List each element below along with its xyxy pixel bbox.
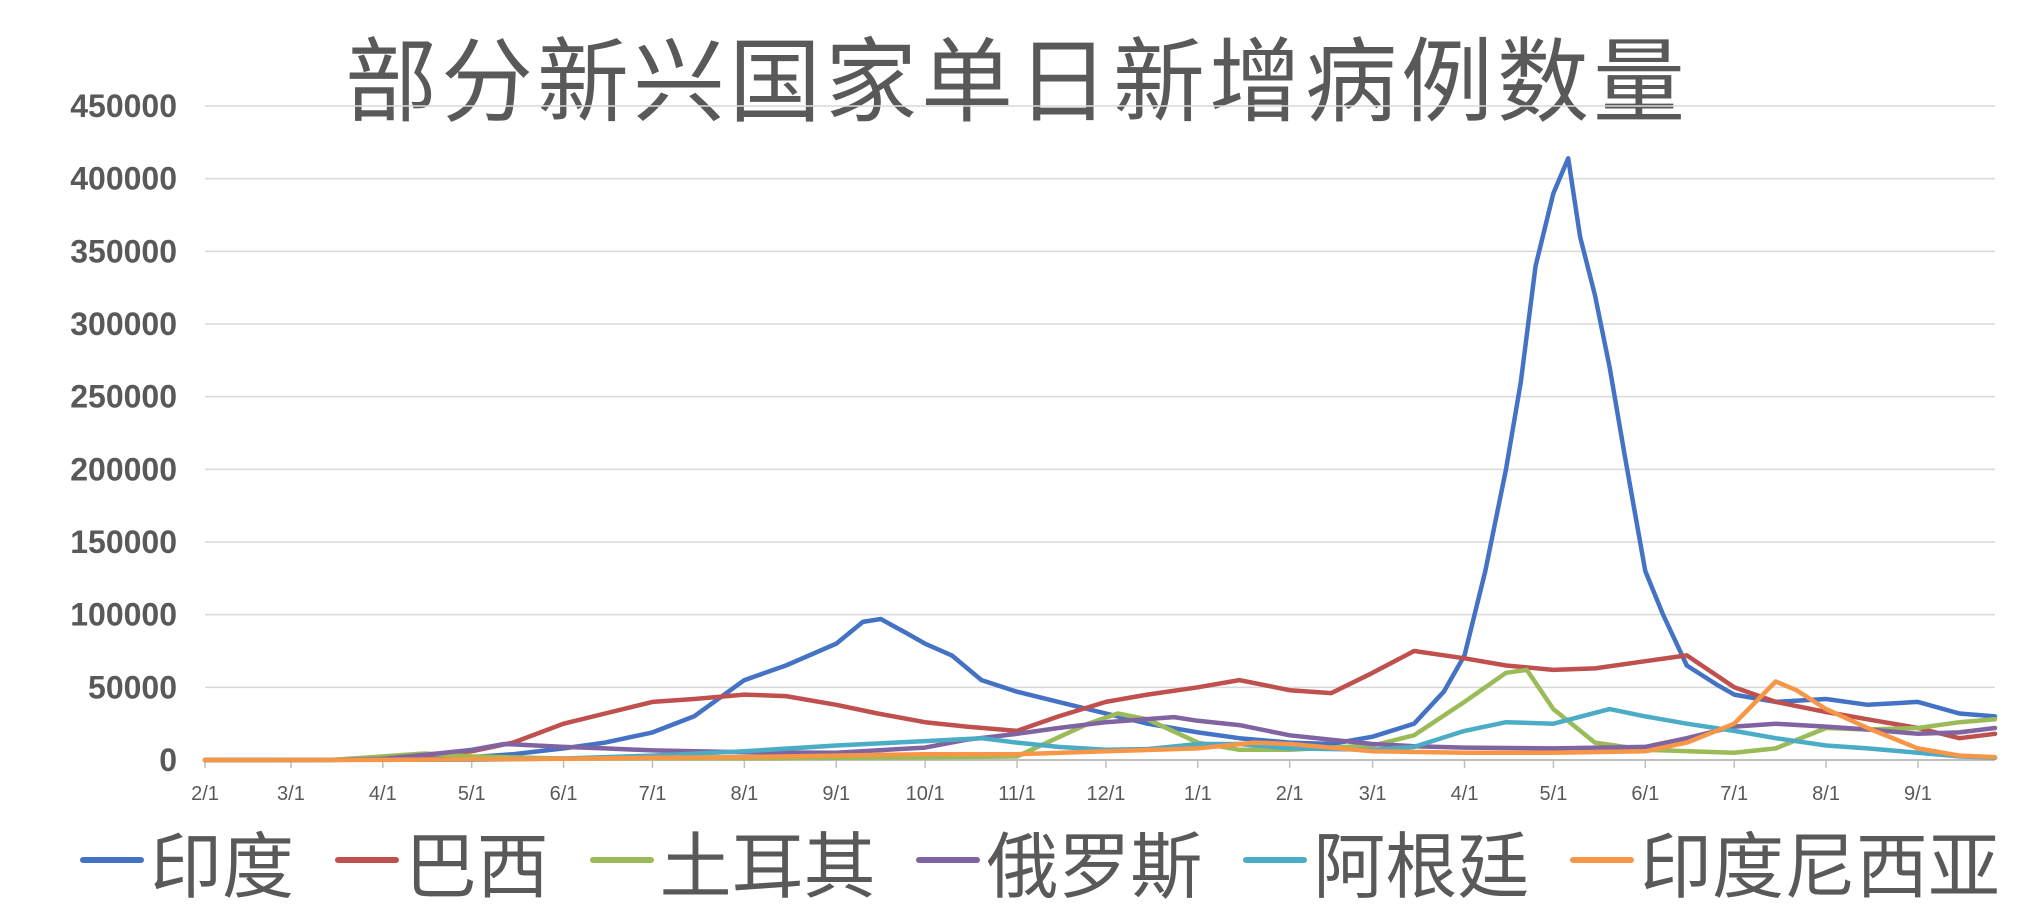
x-tick-label: 10/1 [906, 783, 945, 805]
x-tick-label: 9/1 [1904, 783, 1932, 805]
legend-swatch [589, 857, 654, 863]
series-line [202, 706, 1998, 763]
x-tick-label: 12/1 [1086, 783, 1125, 805]
x-tick-label: 11/1 [998, 783, 1035, 805]
x-tick-label: 4/1 [369, 783, 397, 805]
y-tick-label: 300000 [70, 306, 177, 342]
legend-item: 印度 [80, 808, 294, 913]
x-tick-label: 6/1 [1631, 783, 1659, 805]
y-axis: 450000 400000 350000 300000 250000 200000 1500… [70, 88, 177, 778]
series-line [202, 648, 1998, 763]
y-tick-label: 150000 [70, 524, 177, 560]
legend-label: 巴西 [404, 824, 549, 909]
y-tick-label: 400000 [70, 161, 177, 197]
x-tick-label: 1/1 [1184, 783, 1212, 805]
legend-label: 阿根廷 [1313, 824, 1530, 909]
plot-area: 450000 400000 350000 300000 250000 200000 1500… [70, 88, 1998, 805]
y-tick-label: 200000 [70, 451, 177, 487]
y-tick-label: 450000 [70, 88, 177, 124]
series-line [202, 156, 1998, 763]
legend-swatch [334, 857, 399, 863]
legend-label: 土耳其 [659, 824, 876, 909]
y-tick-label: 350000 [70, 233, 177, 269]
x-tick-label: 3/1 [1359, 783, 1387, 805]
x-tick-label: 5/1 [1540, 783, 1568, 805]
x-tick-label: 8/1 [1812, 783, 1840, 805]
legend-swatch [916, 857, 981, 863]
legend-item: 印度尼西亚 [1569, 808, 2000, 913]
series-line [202, 679, 1998, 763]
legend-swatch [80, 857, 144, 863]
x-tick-label: 2/1 [1276, 783, 1304, 805]
legend: 印度 巴西 土耳其 俄罗斯 阿根廷 印度尼西亚 [80, 820, 2000, 909]
x-tick-label: 9/1 [822, 783, 850, 805]
series-lines [202, 156, 1998, 763]
x-tick-label: 2/1 [191, 783, 219, 805]
x-tick-label: 7/1 [639, 783, 667, 805]
legend-item: 土耳其 [589, 808, 876, 913]
x-tick-label: 7/1 [1720, 783, 1748, 805]
y-tick-label: 250000 [70, 379, 177, 415]
legend-swatch [1243, 857, 1308, 863]
legend-label: 印度 [150, 824, 295, 909]
y-tick-label: 100000 [70, 597, 177, 633]
legend-item: 俄罗斯 [916, 808, 1202, 913]
x-tick-label: 6/1 [550, 783, 578, 805]
x-tick-label: 3/1 [277, 783, 305, 805]
legend-item: 阿根廷 [1243, 808, 1529, 913]
series-line [202, 714, 1998, 763]
legend-item: 巴西 [334, 808, 549, 913]
legend-swatch [1569, 857, 1634, 863]
legend-label: 印度尼西亚 [1639, 824, 2000, 909]
chart-title: 部分新兴国家单日新增病例数量 [344, 29, 1689, 136]
y-tick-label: 0 [159, 742, 177, 778]
x-tick-label: 8/1 [730, 783, 758, 805]
y-tick-label: 50000 [88, 669, 177, 705]
gridlines [205, 105, 1995, 761]
x-axis: 2/1 3/1 4/1 5/1 6/1 7/1 8/1 9/1 10/1 11/1 12/1 1/1 2… [191, 760, 1932, 805]
x-tick-label: 5/1 [458, 783, 486, 805]
legend-label: 俄罗斯 [986, 824, 1203, 909]
x-tick-label: 4/1 [1451, 783, 1479, 805]
